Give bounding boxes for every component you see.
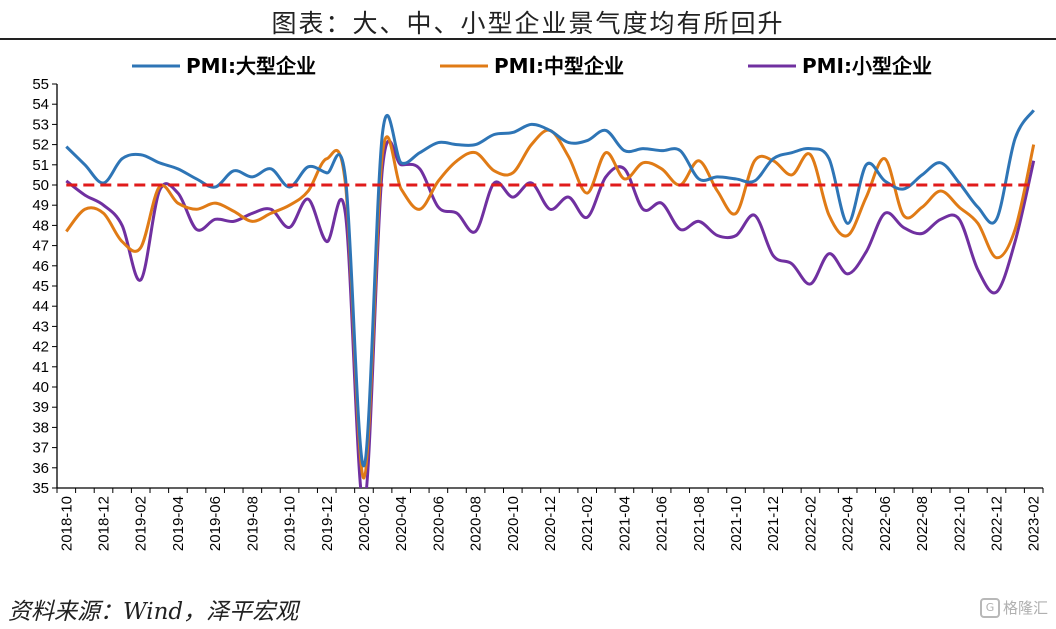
y-tick-label: 39	[32, 399, 49, 416]
x-tick-label: 2020-08	[468, 496, 485, 551]
y-tick-label: 53	[32, 116, 49, 133]
x-tick-label: 2022-08	[914, 496, 931, 551]
x-tick-label: 2019-06	[207, 496, 224, 551]
x-tick-label: 2021-12	[765, 496, 782, 551]
x-tick-label: 2021-06	[654, 496, 671, 551]
legend-label-large: PMI:大型企业	[186, 54, 316, 78]
chart-title: 图表：大、中、小型企业景气度均有所回升	[271, 9, 785, 38]
y-tick-label: 38	[32, 419, 49, 436]
watermark: G 格隆汇	[979, 597, 1048, 618]
x-tick-label: 2019-12	[319, 496, 336, 551]
x-tick-label: 2020-12	[542, 496, 559, 551]
legend-label-small: PMI:小型企业	[802, 54, 932, 78]
y-tick-label: 42	[32, 339, 49, 356]
legend-label-medium: PMI:中型企业	[494, 54, 624, 78]
x-tick-label: 2020-06	[430, 496, 447, 551]
x-tick-label: 2020-10	[505, 496, 522, 551]
g-logo-icon: G	[979, 597, 1000, 618]
x-tick-label: 2020-02	[356, 496, 373, 551]
x-tick-label: 2019-02	[133, 496, 150, 551]
x-tick-label: 2018-12	[96, 496, 113, 551]
y-tick-label: 47	[32, 238, 49, 255]
x-tick-label: 2022-04	[840, 496, 857, 551]
x-tick-label: 2022-02	[802, 496, 819, 551]
y-tick-label: 45	[32, 278, 49, 295]
y-tick-label: 41	[32, 359, 49, 376]
x-tick-label: 2022-10	[951, 496, 968, 551]
x-tick-label: 2019-10	[282, 496, 299, 551]
watermark-text: 格隆汇	[1002, 599, 1048, 617]
y-tick-label: 54	[32, 96, 49, 113]
y-tick-label: 49	[32, 197, 49, 214]
x-tick-label: 2022-06	[877, 496, 894, 551]
y-tick-label: 55	[32, 76, 49, 93]
x-tick-label: 2021-04	[616, 496, 633, 551]
y-tick-label: 51	[32, 157, 49, 174]
y-tick-label: 36	[32, 460, 49, 477]
series-line-large	[65, 109, 1035, 468]
y-tick-label: 37	[32, 440, 49, 457]
series-line-small	[65, 139, 1036, 488]
y-tick-label: 52	[32, 137, 49, 154]
x-tick-label: 2023-02	[1026, 496, 1043, 551]
x-tick-label: 2021-02	[579, 496, 596, 551]
x-tick-label: 2021-08	[691, 496, 708, 551]
y-tick-label: 46	[32, 258, 49, 275]
series-line-medium	[65, 128, 1036, 480]
source-note: 资料来源：Wind，泽平宏观	[8, 599, 299, 625]
y-tick-label: 50	[32, 177, 49, 194]
title-underline	[0, 38, 1056, 40]
y-tick-label: 48	[32, 217, 49, 234]
y-tick-label: 43	[32, 318, 49, 335]
x-tick-label: 2021-10	[728, 496, 745, 551]
x-tick-label: 2019-04	[170, 496, 187, 551]
x-tick-label: 2020-04	[393, 496, 410, 551]
x-tick-label: 2022-12	[988, 496, 1005, 551]
x-tick-label: 2019-08	[244, 496, 261, 551]
x-tick-label: 2018-10	[58, 496, 75, 551]
y-tick-label: 35	[32, 480, 49, 497]
y-tick-label: 44	[32, 298, 49, 315]
y-tick-label: 40	[32, 379, 49, 396]
